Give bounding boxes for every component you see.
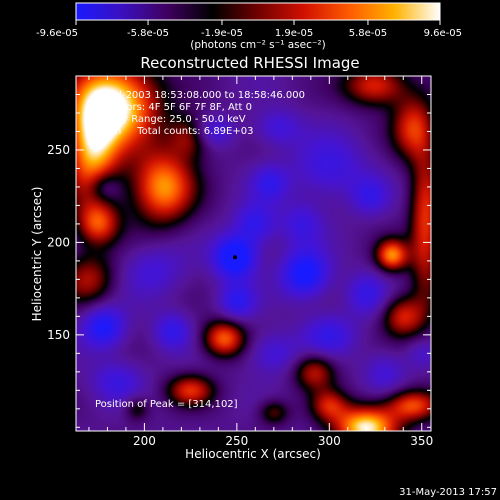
colorbar-ticks: -9.6e-05 -5.8e-05 -1.9e-05 1.9e-05 5.8e-05 9.… [36,20,462,39]
chart-title: Reconstructed RHESSI Image [140,54,359,72]
annotation-detectors: Detectors: 4F 5F 6F 7F 8F, Att 0 [93,102,252,113]
axis-ticks: 200 250 300 350 150 200 250 [47,75,433,448]
y-axis-tick-label: 250 [47,143,70,157]
colorbar-tick-label: 1.9e-05 [275,28,313,39]
y-axis-tick-label: 200 [47,235,70,249]
colorbar-tick-label: -5.8e-05 [127,28,169,39]
annotation-block: 19-Jul-2003 18:53:08.000 to 18:58:46.000… [93,90,305,410]
colorbar-tick-label: -1.9e-05 [201,28,243,39]
x-axis-tick-label: 350 [410,434,433,448]
x-axis-tick-label: 250 [225,434,248,448]
x-axis-label: Heliocentric X (arcsec) [185,447,321,461]
colorbar-unit-label: (photons cm⁻² s⁻¹ asec⁻²) [190,39,325,51]
heatmap-image [76,76,431,431]
colorbar-tick-label: -9.6e-05 [36,28,78,39]
x-axis-tick-label: 200 [133,434,156,448]
annotation-energy-range: Energy Range: 25.0 - 50.0 keV [93,114,246,125]
annotation-clean-counts: Clean Total counts: 6.89E+03 [93,126,253,137]
annotation-time-range: 19-Jul-2003 18:53:08.000 to 18:58:46.000 [93,90,305,101]
colorbar-strip [75,2,441,21]
plot-area: 200 250 300 350 150 200 250 [47,75,433,448]
y-axis-label: Heliocentric Y (arcsec) [30,187,44,322]
colorbar-tick-label: 9.6e-05 [424,28,462,39]
peak-position-label: Position of Peak = [314,102] [95,399,238,410]
peak-marker [233,255,238,260]
colorbar: -9.6e-05 -5.8e-05 -1.9e-05 1.9e-05 5.8e-05 9.… [36,2,462,51]
x-axis-tick-label: 300 [318,434,341,448]
colorbar-tick-label: 5.8e-05 [349,28,387,39]
y-axis-tick-label: 150 [47,328,70,342]
plot-frame [75,75,432,432]
generation-timestamp: 31-May-2013 17:57 [399,487,497,498]
